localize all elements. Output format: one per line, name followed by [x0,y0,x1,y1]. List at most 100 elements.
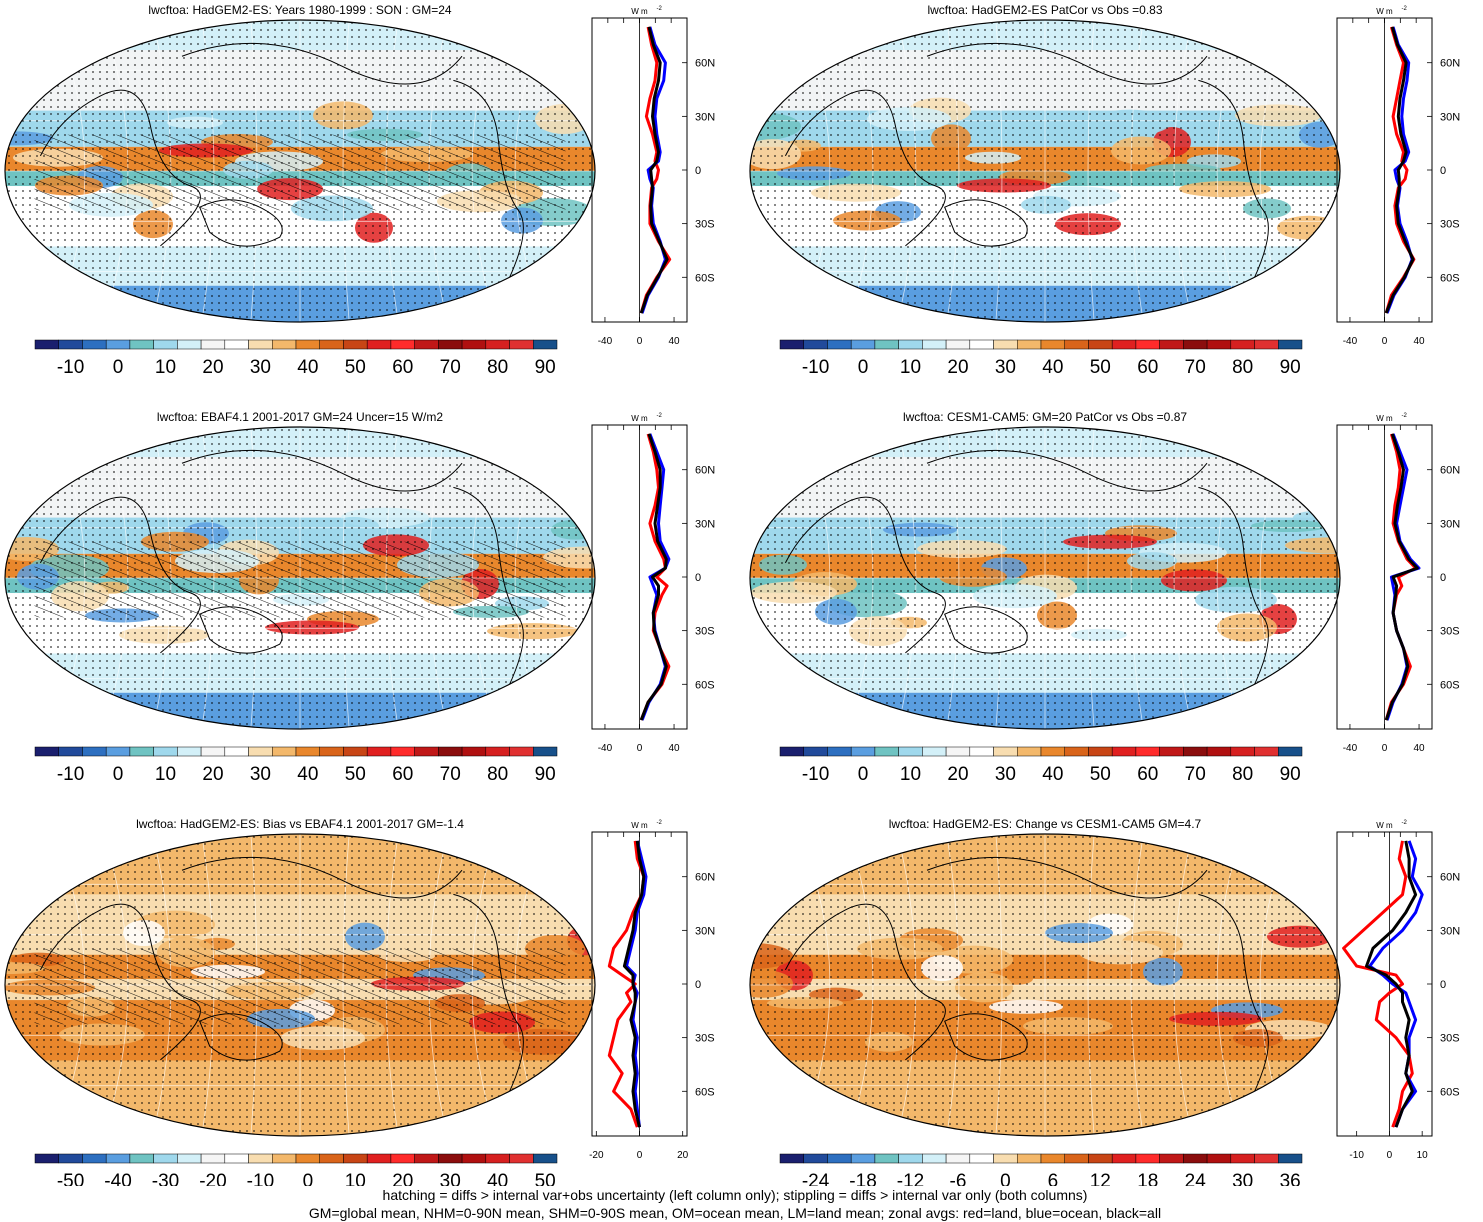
profile-ytick: 60S [1440,679,1460,691]
colorbar-swatch [874,339,899,350]
colorbar-swatch [248,1153,273,1164]
colorbar-swatch [295,1153,320,1164]
colorbar-label: 6 [1048,1171,1059,1186]
profile-xtick: 0 [637,336,643,347]
colorbar-label: -24 [802,1171,830,1186]
colorbar-label: 90 [535,357,556,378]
colorbar-label: 10 [345,1171,366,1186]
map-border [4,833,596,1137]
colorbar-label: 20 [202,357,223,378]
colorbar-swatch [1017,1153,1042,1164]
colorbar-swatch [1088,746,1113,757]
colorbar-label: 70 [440,764,461,785]
colorbar-label: 0 [858,357,869,378]
colorbar-swatch [129,746,154,757]
colorbar-swatch [993,746,1018,757]
colorbar-label: -18 [849,1171,876,1186]
panel-graphics: -10 0 10 20 30 40 50 60 70 80 90 W m -2 -40 0 40 60N 30N 0… [749,6,1460,378]
colorbar-swatch [779,339,804,350]
colorbar-swatch [1040,1153,1065,1164]
colorbar-swatch [1040,746,1065,757]
map-title: lwcftoa: HadGEM2-ES: Years 1980-1999 : S… [148,3,452,17]
zonal-profile: W m -2 -40 0 40 60N 30N 0 30S 60S [591,6,715,347]
panel-hadgem2-patcor: lwcftoa: HadGEM2-ES PatCor vs Obs =0.83-… [745,0,1483,405]
panel-graphics: -24 -18 -12 -6 0 6 12 18 24 30 36 W m -2 -10 0 10 60N 30N… [749,820,1460,1186]
colorbar-label: 50 [1090,357,1111,378]
colorbar-swatch [82,746,107,757]
map-border [749,19,1341,323]
profile-ytick: 60S [1440,272,1460,284]
colorbar-label: 40 [487,1171,508,1186]
colorbar-swatch [1278,339,1303,350]
profile-units-exp: -2 [657,820,663,826]
colorbar-swatch [898,1153,923,1164]
panel-change: lwcftoa: HadGEM2-ES: Change vs CESM1-CAM… [745,814,1483,1186]
colorbar-label: 60 [1137,764,1158,785]
profile-xtick: -10 [1349,1150,1364,1161]
profile-line-land [639,26,672,314]
colorbar-label: 12 [1090,1171,1111,1186]
colorbar-swatch [850,746,876,757]
colorbar-label: 90 [535,764,556,785]
zonal-profile: W m -2 -40 0 40 60N 30N 0 30S 60S [1336,6,1460,347]
colorbar-swatch [1230,339,1255,350]
profile-ytick: 30N [695,925,715,937]
profile-units: W m [1376,7,1393,16]
profile-ytick: 60S [695,679,715,691]
profile-xtick: 40 [1413,336,1425,347]
colorbar-label: 60 [392,764,413,785]
profile-ytick: 0 [695,165,701,177]
colorbar-swatch [319,1153,344,1164]
colorbar-label: 10 [155,357,176,378]
colorbar-swatch [1230,746,1255,757]
colorbar-swatch [803,746,828,757]
profile-ytick: 30S [1440,626,1460,638]
colorbar-label: 50 [1090,764,1111,785]
panel-graphics: -50 -40 -30 -20 -10 0 10 20 30 40 50 W m -2 -20 0 20 60N… [4,820,715,1186]
profile-ytick: 0 [695,572,701,584]
colorbar-label: 40 [1042,357,1063,378]
map-border [4,426,596,730]
colorbar-swatch [850,339,876,350]
colorbar-swatch [533,1153,558,1164]
colorbar: -50 -40 -30 -20 -10 0 10 20 30 40 50 [34,1153,558,1186]
colorbar-swatch [390,339,415,350]
colorbar-label: -30 [152,1171,179,1186]
profile-ytick: 60S [695,272,715,284]
colorbar-swatch [874,746,899,757]
colorbar-label: 30 [1232,1171,1253,1186]
colorbar-label: 20 [947,764,968,785]
zonal-profile: W m -2 -40 0 40 60N 30N 0 30S 60S [1336,413,1460,754]
profile-line-land [1384,433,1418,721]
footer-note-2: GM=global mean, NHM=0-90N mean, SHM=0-90… [308,1205,1162,1221]
profile-ytick: 60N [695,872,715,884]
profile-ytick: 60N [695,465,715,477]
colorbar-swatch [34,746,59,757]
profile-xtick: -40 [598,743,613,754]
colorbar-swatch [945,746,971,757]
colorbar-label: 40 [1042,764,1063,785]
zonal-profile: W m -2 -40 0 40 60N 30N 0 30S 60S [591,413,715,754]
colorbar-label: 0 [303,1171,314,1186]
profile-ytick: 30N [1440,111,1460,123]
profile-xtick: 20 [677,1150,689,1161]
zonal-profile: W m -2 -10 0 10 60N 30N 0 30S 60S [1336,820,1460,1161]
colorbar-label: 0 [1000,1171,1011,1186]
profile-line-land [639,433,671,721]
colorbar-label: 20 [947,357,968,378]
map-border [749,426,1341,730]
colorbar-swatch [34,1153,59,1164]
map-title: lwcftoa: EBAF4.1 2001-2017 GM=24 Uncer=1… [156,410,444,424]
profile-line-land [1342,840,1414,1128]
profile-line-all [639,26,669,314]
colorbar-swatch [1088,1153,1113,1164]
colorbar-swatch [343,339,368,350]
profile-units: W m [631,7,648,16]
colorbar-swatch [533,746,558,757]
colorbar-swatch [1064,339,1089,350]
colorbar-label: 60 [392,357,413,378]
colorbar-swatch [1040,339,1065,350]
colorbar-swatch [485,1153,510,1164]
colorbar-swatch [272,1153,297,1164]
colorbar-swatch [779,746,804,757]
